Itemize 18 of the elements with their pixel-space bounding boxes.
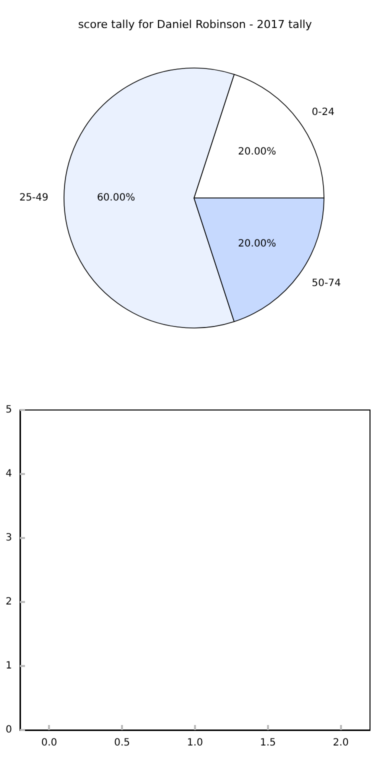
y-tick-label: 2: [6, 596, 12, 608]
y-tick-label: 0: [6, 724, 12, 736]
slice-label: 50-74: [312, 278, 341, 290]
y-tick-label: 5: [6, 404, 12, 416]
x-tick-label: 1.0: [187, 738, 203, 748]
y-tick-label: 3: [6, 532, 12, 544]
chart-title: score tally for Daniel Robinson - 2017 tally: [78, 18, 312, 31]
x-tick-label: 2.0: [332, 738, 349, 748]
data-label: 20.00%: [238, 146, 276, 158]
y-tick-label: 1: [6, 660, 12, 672]
slice-label: 0-24: [312, 106, 334, 118]
data-label: 60.00%: [96, 192, 136, 204]
x-tick-label: 1.5: [260, 738, 276, 748]
x-tick-label: 0.5: [114, 738, 130, 748]
slice-label: 25-49: [19, 192, 48, 204]
y-tick-label: 4: [6, 468, 12, 480]
data-label: 20.00%: [238, 238, 276, 250]
x-tick-label: 0.0: [41, 738, 58, 748]
